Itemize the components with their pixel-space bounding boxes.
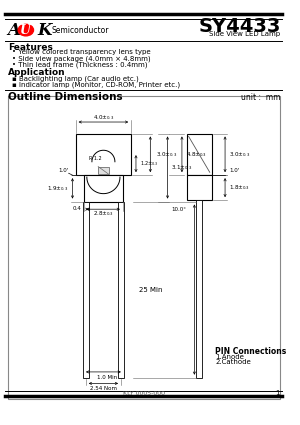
Text: 1.Anode: 1.Anode: [215, 354, 244, 360]
Bar: [118, 201, 124, 378]
Bar: [187, 133, 212, 175]
Text: 1.0': 1.0': [58, 168, 69, 173]
Text: 25 Min: 25 Min: [139, 286, 162, 292]
Bar: [84, 175, 123, 201]
Bar: [196, 200, 202, 378]
Text: ▪ Indicator lamp (Monitor, CD-ROM, Printer etc.): ▪ Indicator lamp (Monitor, CD-ROM, Print…: [12, 81, 181, 88]
Bar: [8, 96, 280, 399]
Text: R 1.2: R 1.2: [89, 156, 102, 162]
Ellipse shape: [18, 24, 34, 36]
Text: • Thin lead frame (Thickness : 0.4mm): • Thin lead frame (Thickness : 0.4mm): [12, 62, 148, 68]
Text: 3.1$\pm_{0.3}$: 3.1$\pm_{0.3}$: [171, 163, 193, 172]
Text: Features: Features: [8, 42, 52, 51]
Text: 1.2$\pm_{0.3}$: 1.2$\pm_{0.3}$: [140, 159, 159, 168]
Text: • Side view package (4.0mm × 4.8mm): • Side view package (4.0mm × 4.8mm): [12, 56, 151, 62]
Text: 0.4: 0.4: [72, 206, 81, 211]
Text: unit :  mm: unit : mm: [241, 94, 280, 102]
Bar: [187, 175, 212, 200]
Text: • Yellow colored transparency lens type: • Yellow colored transparency lens type: [12, 49, 151, 55]
Text: 10.0°: 10.0°: [171, 207, 186, 212]
Text: 1: 1: [275, 391, 280, 397]
Text: Application: Application: [8, 68, 65, 77]
Text: 1.0 Min: 1.0 Min: [97, 375, 117, 380]
Text: Semiconductor: Semiconductor: [52, 26, 109, 34]
Text: 2.8$\pm_{0.3}$: 2.8$\pm_{0.3}$: [93, 210, 114, 218]
Text: 4.8$\pm_{0.3}$: 4.8$\pm_{0.3}$: [186, 150, 207, 159]
Text: A: A: [8, 22, 20, 39]
Text: PIN Connections: PIN Connections: [215, 347, 287, 356]
Text: 3.0$\pm_{0.3}$: 3.0$\pm_{0.3}$: [229, 150, 250, 159]
Text: Outline Dimensions: Outline Dimensions: [8, 92, 122, 102]
Text: 2.54 Nom: 2.54 Nom: [90, 386, 117, 391]
Text: K: K: [37, 22, 52, 39]
Text: ▪ Backlighting lamp (Car audio etc.): ▪ Backlighting lamp (Car audio etc.): [12, 75, 139, 82]
Text: 1.8$\pm_{0.3}$: 1.8$\pm_{0.3}$: [229, 183, 250, 192]
Text: 1.0': 1.0': [229, 168, 239, 173]
Text: SY4433: SY4433: [198, 17, 280, 36]
Text: Side View LED Lamp: Side View LED Lamp: [209, 31, 280, 37]
Text: U: U: [20, 24, 31, 37]
Text: 1.9$\pm_{0.3}$: 1.9$\pm_{0.3}$: [47, 184, 69, 193]
Bar: [83, 201, 88, 378]
Text: KLY 0005-000: KLY 0005-000: [123, 391, 165, 396]
Text: 3.0$\pm_{0.3}$: 3.0$\pm_{0.3}$: [156, 150, 177, 159]
Bar: [98, 167, 109, 174]
Text: 2.Cathode: 2.Cathode: [215, 360, 251, 366]
Text: 4.0$\pm_{0.3}$: 4.0$\pm_{0.3}$: [93, 113, 114, 122]
Bar: [76, 133, 131, 175]
